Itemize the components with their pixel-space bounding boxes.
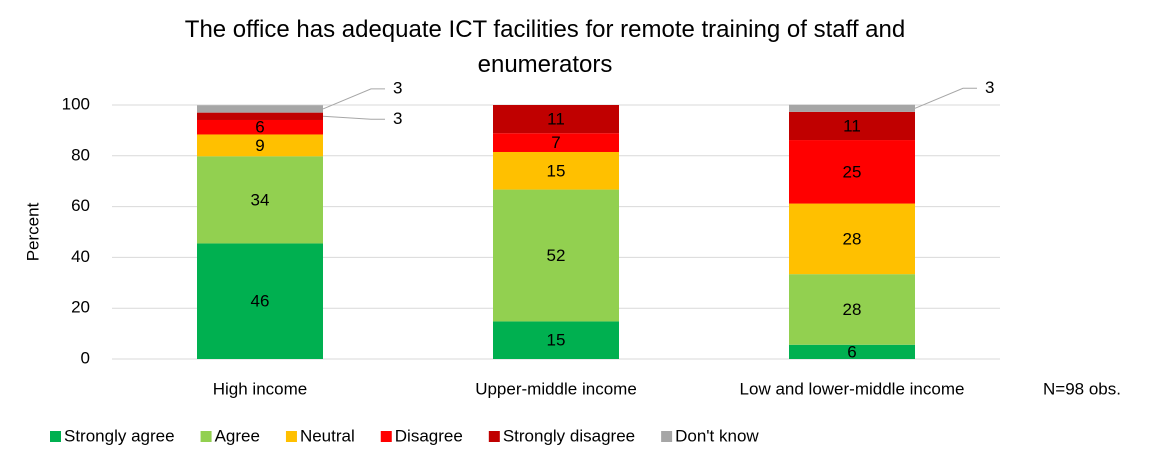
bar-segment [197,112,323,120]
data-label: 28 [843,300,862,319]
bar-segment [789,274,915,345]
bar-segment [197,105,323,113]
y-tick-label: 20 [71,298,90,317]
data-label: 3 [393,109,402,128]
leader-line [322,88,385,110]
data-label: 7 [551,133,560,152]
bar-segment [493,189,619,322]
x-tick-label: Upper-middle income [475,379,637,398]
bar-segment [493,133,619,152]
bar-segment [789,104,915,112]
data-label: 3 [393,78,402,97]
legend-swatch [488,431,500,442]
bar-segment [197,243,323,359]
bar-segment [493,151,619,190]
x-tick-label: Low and lower-middle income [740,379,965,398]
bar-segment [789,111,915,141]
legend-swatch [380,431,392,442]
y-tick-label: 80 [71,145,90,164]
data-label: 11 [843,116,861,135]
data-label: 6 [255,118,264,137]
data-label: 11 [547,110,565,129]
data-label: 34 [251,190,270,209]
bar-segment [789,203,915,275]
y-tick-label: 40 [71,247,90,266]
bar-segment [789,344,915,359]
legend-label: Agree [215,426,260,445]
data-label: 9 [255,136,264,155]
data-label: 46 [251,292,270,311]
data-label: 3 [985,78,994,97]
data-label: 28 [843,229,862,248]
y-axis-label: Percent [23,202,42,261]
bar-segment [493,321,619,359]
y-tick-label: 0 [81,348,90,367]
y-tick-label: 60 [71,196,90,215]
chart-title: The office has adequate ICT facilities f… [184,16,906,78]
data-label: 25 [843,162,862,181]
legend-swatch [661,431,673,442]
bar-segment [493,105,619,134]
legend-swatch [50,431,61,442]
legend-swatch [200,431,212,442]
data-label: 6 [847,342,856,361]
annotation: N=98 obs. [1043,379,1121,398]
data-label: 52 [547,246,566,265]
bar-segment [789,140,915,204]
bar-segment [197,156,323,244]
legend-swatch [285,431,297,442]
x-tick-label: High income [213,379,308,398]
legend-label: Strongly agree [64,426,175,445]
y-tick-label: 100 [62,94,90,113]
leader-line [322,115,385,120]
data-label: 15 [547,161,566,180]
leader-line [914,87,977,109]
bar-segment [197,134,323,157]
legend-label: Disagree [395,426,463,445]
data-label: 15 [547,331,566,350]
legend-label: Strongly disagree [503,426,635,445]
bar-segment [197,119,323,135]
legend-label: Don't know [675,426,759,445]
legend-label: Neutral [300,426,355,445]
